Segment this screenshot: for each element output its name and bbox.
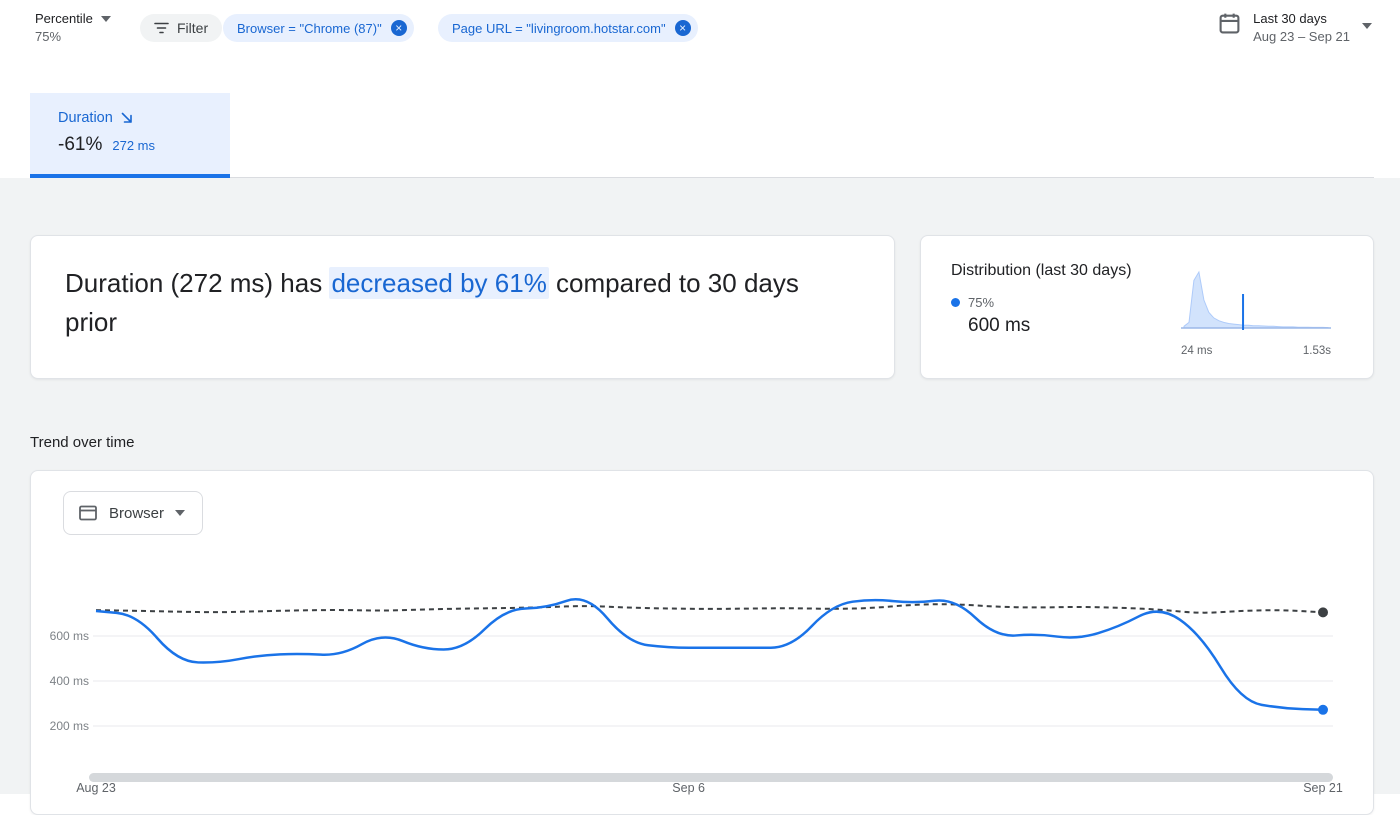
- distribution-legend: 75%: [951, 295, 1132, 310]
- percentile-control[interactable]: Percentile 75%: [35, 11, 111, 44]
- trending-down-icon: [121, 112, 132, 123]
- date-range-control[interactable]: Last 30 days Aug 23 – Sep 21: [1218, 11, 1372, 44]
- calendar-icon: [1219, 13, 1240, 34]
- summary-sentence: Duration (272 ms) has decreased by 61% c…: [65, 264, 834, 342]
- top-toolbar: Percentile 75% Filter Browser = "Chrome …: [0, 0, 1400, 90]
- percentile-label: Percentile: [35, 11, 93, 26]
- distribution-x-max-label: 1.53s: [1302, 345, 1331, 357]
- distribution-info: Distribution (last 30 days) 75% 600 ms: [951, 262, 1132, 378]
- browser-icon: [79, 505, 97, 521]
- svg-text:400 ms: 400 ms: [50, 674, 89, 688]
- percentile-value: 75%: [35, 29, 62, 44]
- tab-delta-value: -61%: [58, 134, 103, 155]
- chip-remove-icon[interactable]: ×: [390, 20, 407, 36]
- date-range-primary: Last 30 days: [1253, 11, 1327, 26]
- distribution-chart-area: 24 ms 1.53s: [1181, 262, 1331, 378]
- chip-label: Page URL = "livingroom.hotstar.com": [452, 20, 666, 36]
- tab-duration[interactable]: Duration -61% 272 ms: [30, 93, 230, 177]
- active-tab-indicator: [30, 174, 230, 178]
- summary-text-suffix: compared to 30 days prior: [65, 268, 799, 337]
- svg-text:Sep 21: Sep 21: [1303, 781, 1343, 795]
- distribution-title: Distribution (last 30 days): [951, 262, 1132, 279]
- filter-button[interactable]: Filter: [140, 14, 223, 42]
- trend-chart[interactable]: 600 ms 400 ms 200 ms Aug 23 Sep 6 Sep 21: [31, 561, 1374, 811]
- legend-dot-icon: [951, 298, 960, 307]
- svg-text:Sep 6: Sep 6: [672, 781, 705, 795]
- tabs-divider: [30, 177, 1374, 178]
- trend-section-title: Trend over time: [30, 434, 135, 451]
- legend-percentile-label: 75%: [968, 295, 995, 310]
- dimension-button-label: Browser: [109, 504, 165, 522]
- distribution-card: Distribution (last 30 days) 75% 600 ms 2…: [920, 235, 1374, 379]
- svg-text:200 ms: 200 ms: [50, 719, 89, 733]
- date-range-secondary: Aug 23 – Sep 21: [1253, 29, 1350, 44]
- svg-text:600 ms: 600 ms: [50, 629, 89, 643]
- tab-title-label: Duration: [58, 110, 113, 126]
- filter-button-label: Filter: [177, 20, 209, 36]
- distribution-x-min-label: 24 ms: [1181, 345, 1213, 357]
- main-content: Duration (272 ms) has decreased by 61% c…: [0, 178, 1400, 815]
- trend-card: Browser 600 ms 400 ms 200 ms Aug 23 Sep 6 Sep…: [30, 470, 1374, 815]
- summary-text-prefix: Duration (272 ms) has: [65, 268, 330, 298]
- dimension-select-button[interactable]: Browser: [63, 491, 203, 535]
- tab-metric-value: 272 ms: [112, 138, 155, 153]
- chip-remove-icon[interactable]: ×: [674, 20, 691, 36]
- summary-highlight: decreased by 61%: [329, 267, 549, 299]
- chevron-down-icon: [100, 15, 111, 22]
- chevron-down-icon: [175, 510, 186, 516]
- filter-chip-browser[interactable]: Browser = "Chrome (87)" ×: [223, 14, 414, 42]
- chevron-down-icon: [1362, 23, 1372, 29]
- filter-chip-page-url[interactable]: Page URL = "livingroom.hotstar.com" ×: [438, 14, 698, 42]
- distribution-percentile-value: 600 ms: [968, 315, 1031, 336]
- chip-label: Browser = "Chrome (87)": [237, 20, 382, 36]
- filter-icon: [154, 22, 169, 34]
- summary-card: Duration (272 ms) has decreased by 61% c…: [30, 235, 895, 379]
- svg-text:Aug 23: Aug 23: [76, 781, 116, 795]
- distribution-histogram: [1181, 270, 1331, 330]
